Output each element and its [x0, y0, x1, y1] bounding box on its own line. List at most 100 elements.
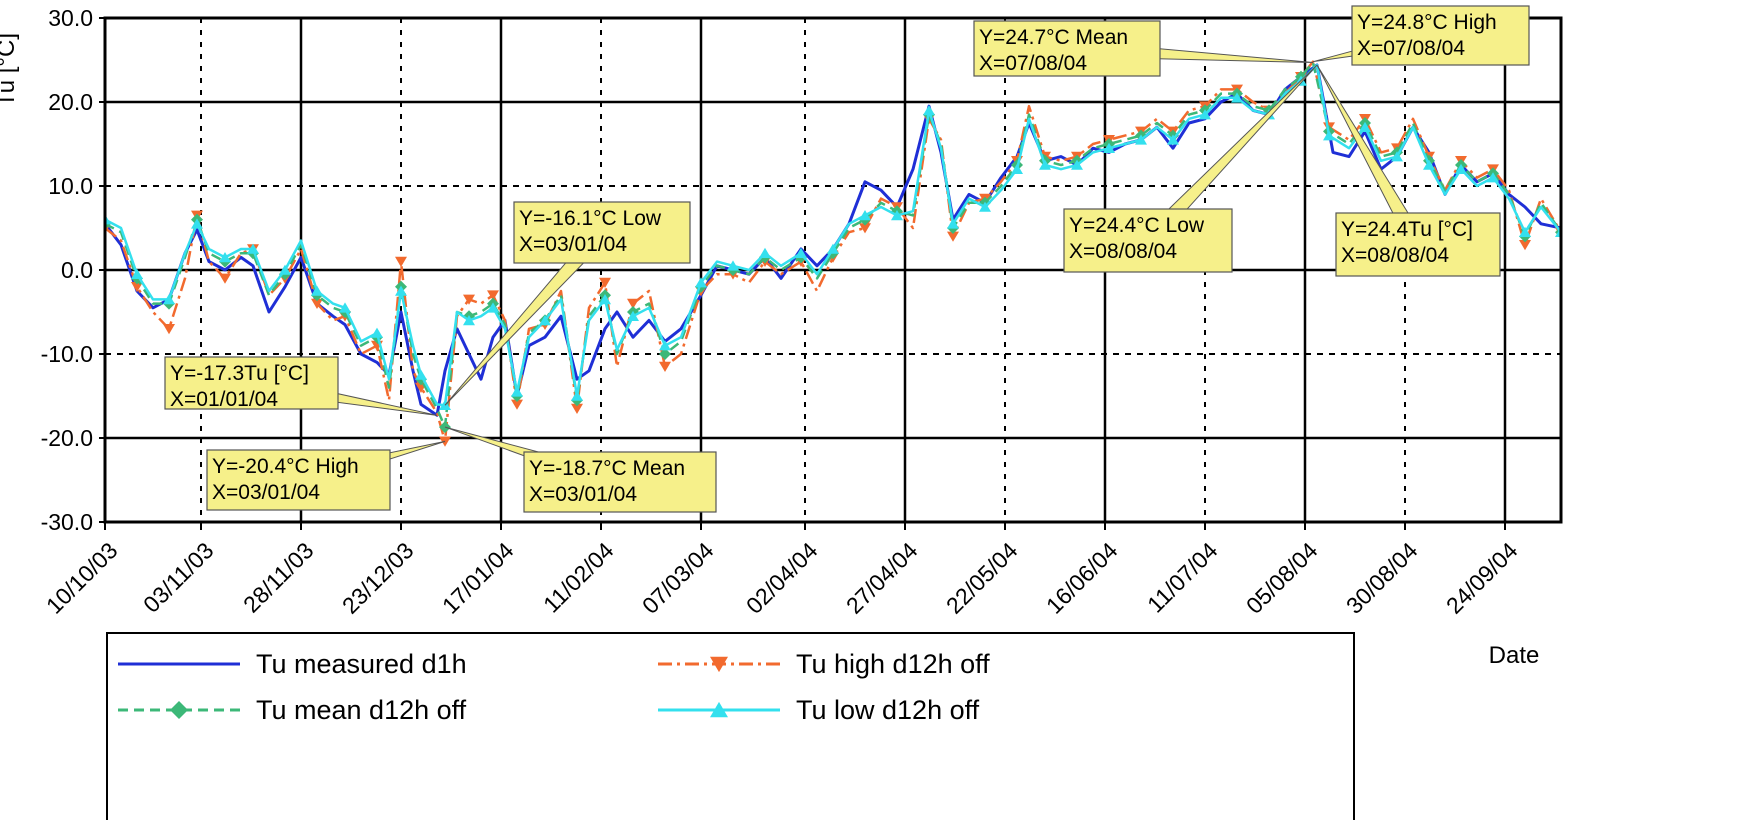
callout-box [1351, 5, 1530, 66]
point-marker [659, 340, 671, 351]
point-marker [627, 298, 639, 309]
legend: Tu measured d1h Tu high d12h off Tu mean d… [106, 632, 1355, 820]
point-marker [511, 386, 523, 397]
point-marker [1039, 159, 1051, 170]
y-tick-label: -10.0 [41, 341, 93, 367]
point-marker [415, 369, 427, 380]
x-tick-label: 17/01/04 [437, 537, 519, 619]
x-tick-label: 30/08/04 [1341, 537, 1423, 619]
y-tick-label: 10.0 [48, 173, 93, 199]
point-marker [170, 701, 188, 719]
point-marker [487, 290, 499, 301]
point-marker [827, 243, 839, 254]
callout-value-label: Y=24.4Tu [°C] [1341, 218, 1473, 241]
point-marker [947, 231, 959, 242]
x-tick-label: 10/10/03 [41, 537, 123, 619]
point-marker [1071, 159, 1083, 170]
point-marker [463, 294, 475, 305]
x-tick-label: 28/11/03 [238, 537, 318, 617]
point-marker [395, 256, 407, 267]
callout-date-label: X=03/01/04 [212, 481, 320, 504]
callouts: Y=24.7°C Mean X=07/08/04 Y=24.8°C High X=07… [164, 5, 1530, 513]
point-marker [311, 285, 323, 296]
point-marker [571, 390, 583, 401]
point-marker [659, 348, 671, 360]
legend-label: Tu measured d1h [256, 649, 467, 679]
callout-date-label: X=08/08/04 [1341, 244, 1449, 267]
callout-value-label: Y=24.7°C Mean [979, 26, 1128, 49]
point-marker [247, 243, 259, 254]
point-marker [1011, 163, 1023, 174]
point-marker [710, 656, 728, 673]
point-marker [1231, 92, 1243, 103]
point-marker [219, 273, 231, 284]
callout-box [523, 451, 717, 513]
x-tick-label: 23/12/03 [337, 537, 419, 619]
callout-value-label: Y=-18.7°C Mean [529, 457, 685, 480]
point-marker [571, 403, 583, 414]
point-marker [163, 324, 175, 335]
y-axis-title: Tu [°C] [0, 33, 20, 107]
point-marker [191, 218, 203, 229]
callout-date-label: X=07/08/04 [979, 52, 1087, 75]
point-marker [539, 315, 551, 326]
point-marker [1103, 142, 1115, 153]
point-marker [395, 285, 407, 296]
callout-value-label: Y=-20.4°C High [212, 455, 359, 478]
point-marker [627, 310, 639, 321]
point-marker [1487, 172, 1499, 183]
callout-value-label: Y=24.4°C Low [1069, 214, 1205, 237]
point-marker [1359, 121, 1371, 132]
x-tick-label: 22/05/04 [941, 537, 1023, 619]
point-marker [339, 302, 351, 313]
y-tick-labels: 30.0 20.0 10.0 0.0 -10.0 -20.0 -30.0 [41, 5, 105, 535]
callout-box [206, 449, 391, 511]
point-marker [1455, 163, 1467, 174]
legend-label: Tu low d12h off [796, 695, 980, 725]
point-marker [1391, 151, 1403, 162]
point-marker [599, 294, 611, 305]
x-tick-label: 11/07/04 [1142, 537, 1223, 618]
callout-date-label: X=08/08/04 [1069, 240, 1177, 263]
callout-date-label: X=07/08/04 [1357, 37, 1465, 60]
point-marker [947, 218, 959, 229]
point-marker [279, 264, 291, 275]
point-marker [219, 252, 231, 263]
x-tick-labels: 10/10/03 03/11/03 28/11/03 23/12/03 17/01/04… [41, 522, 1523, 619]
point-marker [1423, 159, 1435, 170]
point-marker [859, 210, 871, 221]
callout-box [164, 356, 339, 410]
y-tick-label: 0.0 [61, 257, 93, 283]
x-tick-label: 05/08/04 [1241, 537, 1323, 619]
point-marker [1199, 109, 1211, 120]
point-marker [1519, 226, 1531, 237]
x-tick-label: 02/04/04 [741, 537, 823, 619]
legend-label: Tu high d12h off [796, 649, 990, 679]
y-tick-label: 30.0 [48, 5, 93, 31]
y-tick-label: -20.0 [41, 425, 93, 451]
point-marker [1323, 130, 1335, 141]
point-marker [131, 268, 143, 279]
point-marker [659, 361, 671, 372]
legend-label: Tu mean d12h off [256, 695, 467, 725]
callout-value-label: Y=-16.1°C Low [519, 207, 662, 230]
x-tick-label: 07/03/04 [637, 537, 719, 619]
point-marker [710, 701, 728, 718]
x-tick-label: 03/11/03 [138, 537, 218, 617]
callout-box [1335, 212, 1501, 277]
point-marker [795, 247, 807, 258]
point-marker [979, 201, 991, 212]
x-tick-label: 16/06/04 [1041, 537, 1123, 619]
callout-value-label: Y=24.8°C High [1357, 11, 1497, 34]
point-marker [923, 105, 935, 116]
point-marker [1135, 134, 1147, 145]
y-tick-label: -30.0 [41, 509, 93, 535]
point-marker [891, 210, 903, 221]
callout-date-label: X=03/01/04 [529, 483, 637, 506]
point-marker [311, 298, 323, 309]
point-marker [859, 223, 871, 234]
callout-value-label: Y=-17.3Tu [°C] [170, 362, 309, 385]
point-marker [487, 302, 499, 313]
point-marker [759, 247, 771, 258]
